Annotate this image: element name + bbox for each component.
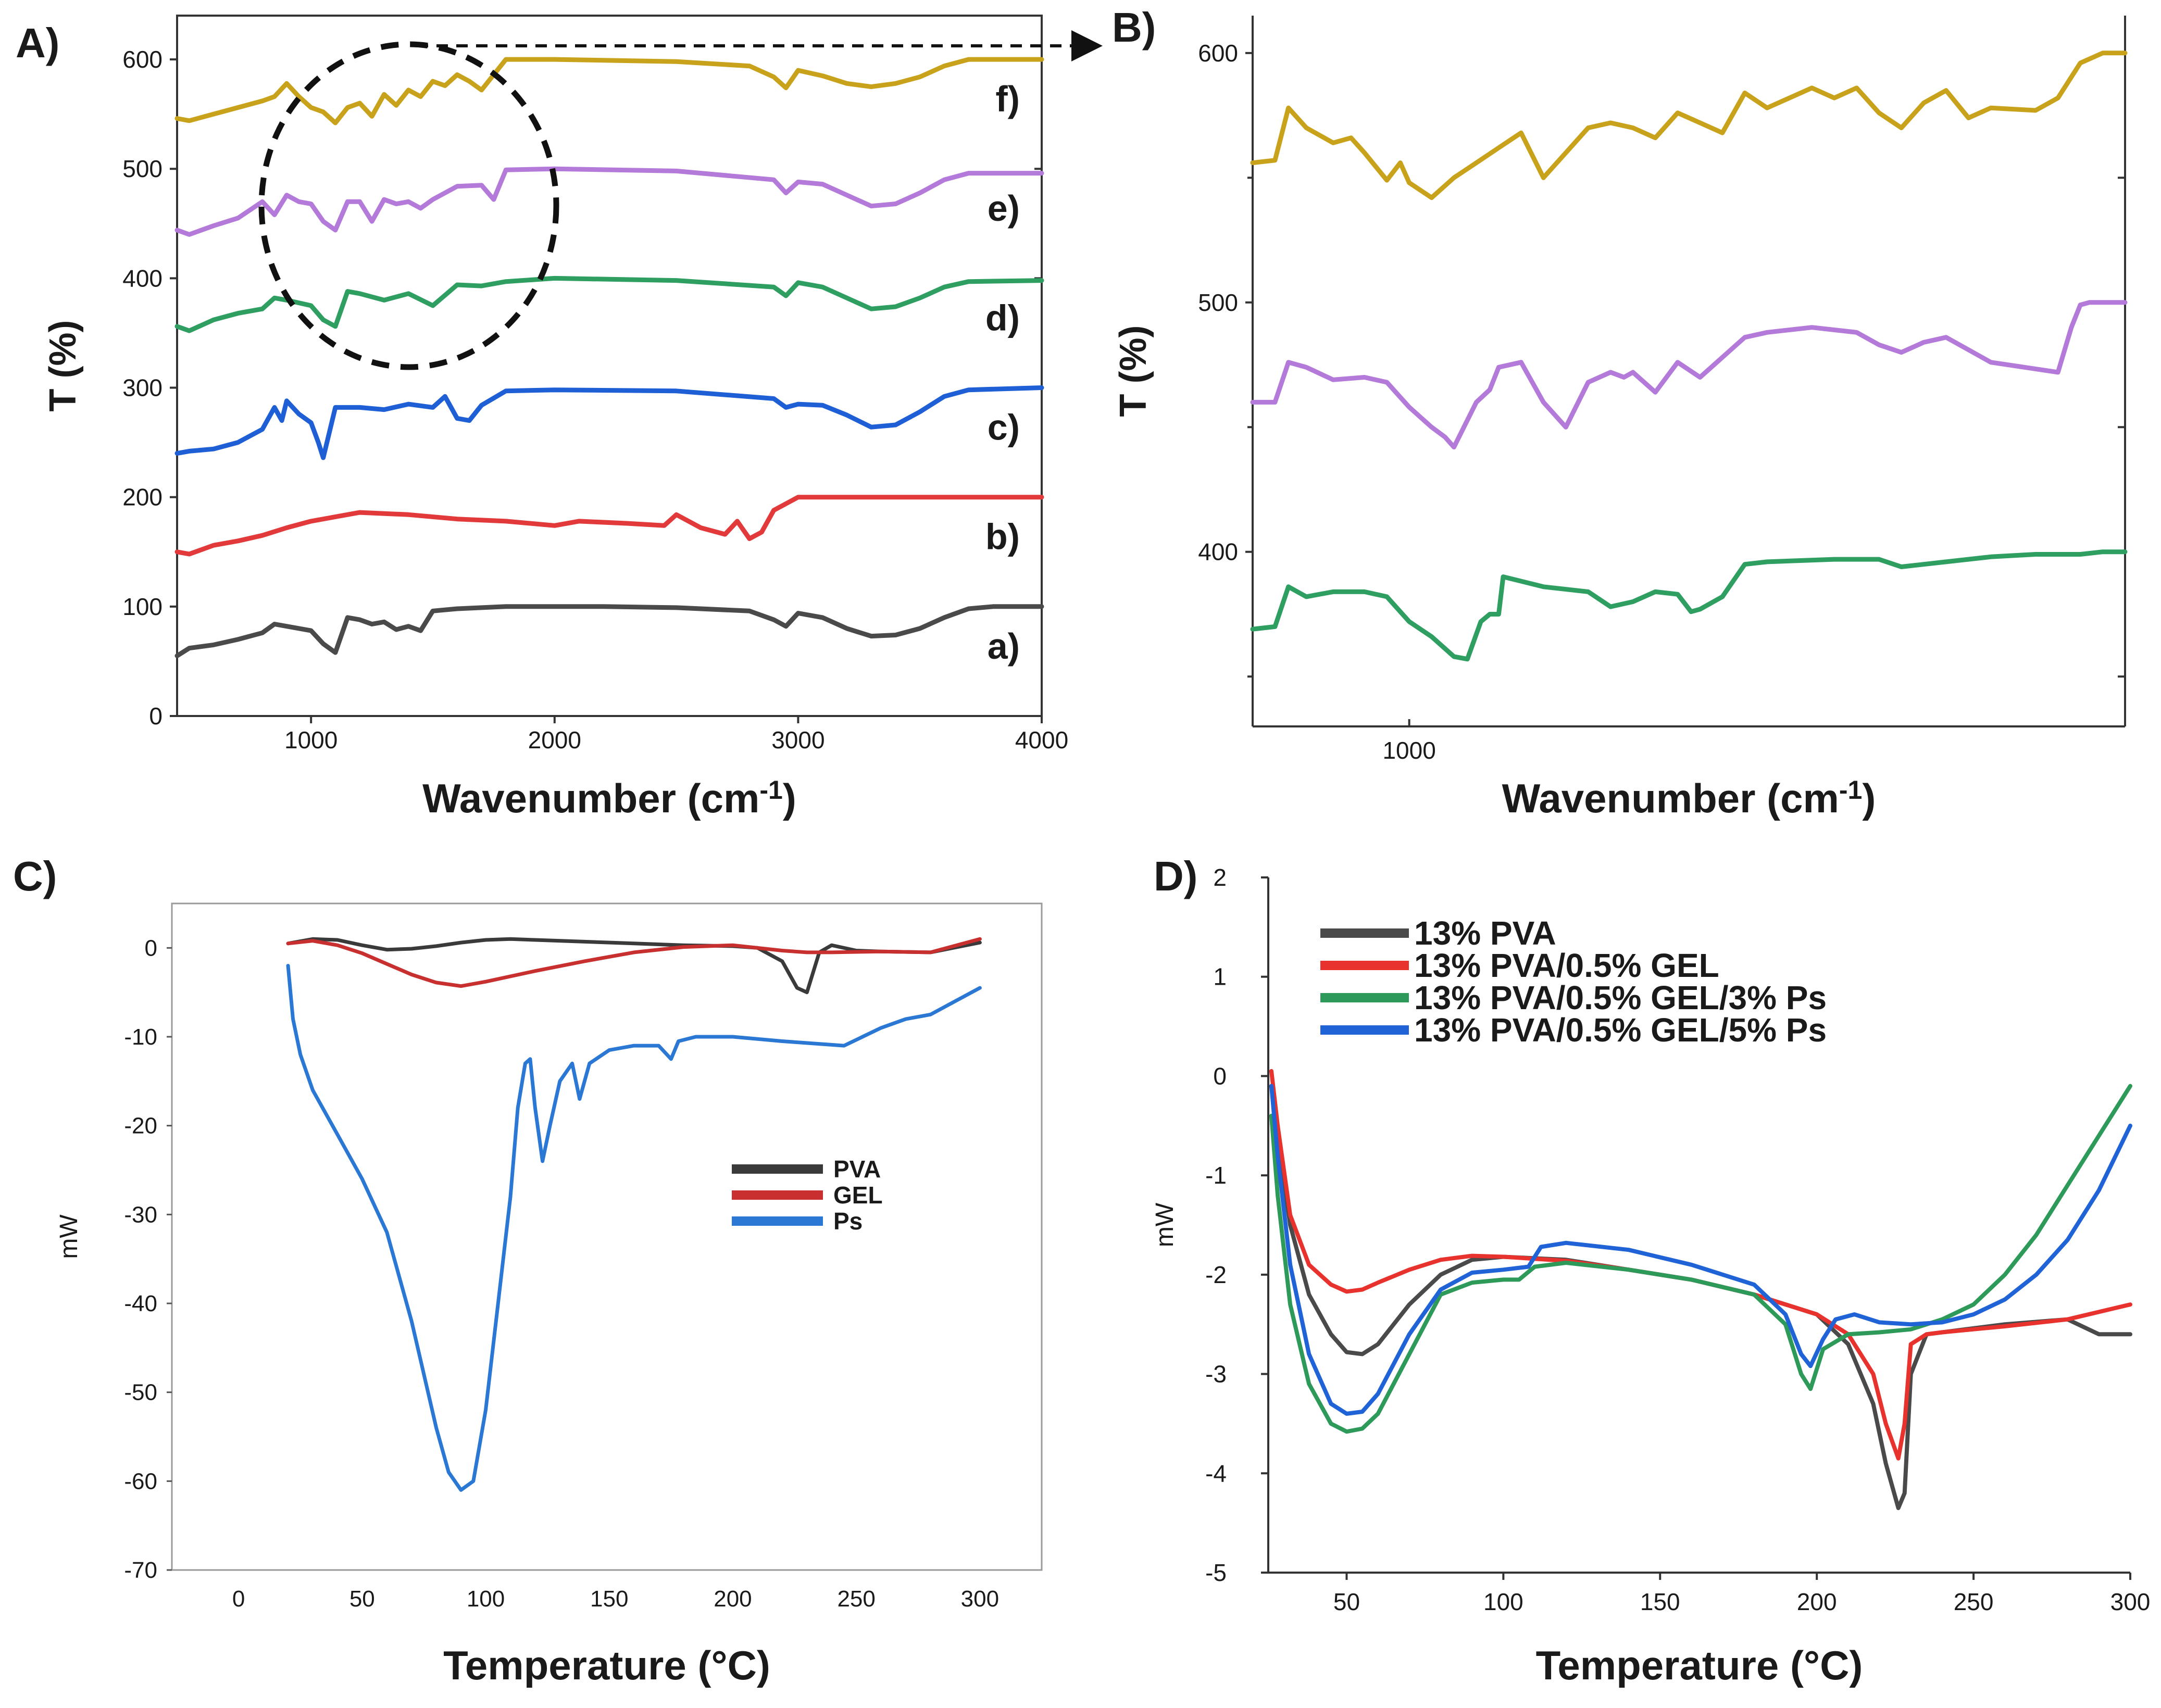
plot-frame bbox=[176, 15, 1043, 717]
series-line-c-0 bbox=[286, 937, 982, 995]
x-tick-label: 50 bbox=[1333, 1588, 1360, 1615]
legend-label: 13% PVA/0.5% GEL/3% Ps bbox=[1414, 979, 1827, 1016]
x-tick-label: 200 bbox=[1797, 1588, 1837, 1615]
y-tick-label: 300 bbox=[122, 374, 163, 401]
y-tick-label: -40 bbox=[124, 1291, 157, 1316]
x-tick-label: 1000 bbox=[284, 726, 338, 753]
legend-label: PVA bbox=[833, 1156, 881, 1183]
y-tick-label: 1 bbox=[1213, 963, 1227, 990]
legend-label: Ps bbox=[833, 1208, 863, 1235]
y-tick-label: 0 bbox=[145, 935, 157, 961]
series-line-d-3 bbox=[1269, 1084, 2132, 1416]
y-tick-label: 200 bbox=[122, 484, 163, 511]
x-axis-label: Temperature (°C) bbox=[443, 1642, 770, 1688]
y-tick-label: -4 bbox=[1205, 1460, 1227, 1487]
series-line-a-1 bbox=[174, 495, 1044, 557]
panel-letter-c: C) bbox=[13, 853, 57, 899]
y-tick-label: -3 bbox=[1205, 1361, 1227, 1388]
x-tick-label: 300 bbox=[961, 1586, 999, 1612]
x-tick-label: 0 bbox=[232, 1586, 245, 1612]
series-line-a-3 bbox=[174, 275, 1044, 333]
x-tick-label: 2000 bbox=[528, 726, 581, 753]
x-tick-label: 150 bbox=[1640, 1588, 1680, 1615]
y-tick-label: 0 bbox=[1213, 1062, 1227, 1089]
y-tick-label: -60 bbox=[124, 1468, 157, 1494]
series-line-a-2 bbox=[174, 385, 1044, 460]
y-tick-label: -50 bbox=[124, 1380, 157, 1405]
x-tick-label: 150 bbox=[590, 1586, 628, 1612]
series-line-a-0 bbox=[174, 604, 1044, 658]
series-line-b-1 bbox=[1250, 300, 2128, 450]
y-axis-label: mW bbox=[55, 1214, 83, 1259]
legend-label: 13% PVA bbox=[1414, 914, 1556, 952]
plot-frame bbox=[171, 902, 1043, 1571]
series-line-d-1 bbox=[1269, 1069, 2132, 1461]
y-tick-label: -10 bbox=[124, 1024, 157, 1050]
series-line-a-4 bbox=[174, 166, 1044, 237]
x-axis-label: Temperature (°C) bbox=[1536, 1642, 1863, 1688]
y-axis-label: T (%) bbox=[42, 320, 84, 412]
panel-a-ftir-chart: 1000 2000 3000 4000 0 100 200 300 400 500 600 a) b) c… bbox=[42, 15, 1068, 821]
series-line-c-2 bbox=[286, 964, 982, 1492]
x-axis-label: Wavenumber (cm-1) bbox=[1502, 775, 1876, 821]
curve-label: c) bbox=[988, 407, 1020, 448]
y-tick-label: -5 bbox=[1205, 1559, 1227, 1586]
y-tick-label: -30 bbox=[124, 1202, 157, 1227]
series-line-b-0 bbox=[1250, 549, 2128, 662]
y-axis-label: T (%) bbox=[1113, 325, 1154, 417]
y-axis-label: mW bbox=[1151, 1202, 1179, 1247]
panel-letter-b: B) bbox=[1112, 4, 1156, 51]
y-tick-label: -70 bbox=[124, 1558, 157, 1583]
legend-label: 13% PVA/0.5% GEL bbox=[1414, 947, 1719, 984]
x-tick-label: 4000 bbox=[1015, 726, 1068, 753]
series-line-c-1 bbox=[286, 937, 982, 988]
x-tick-label: 250 bbox=[837, 1586, 875, 1612]
x-tick-label: 100 bbox=[1483, 1588, 1523, 1615]
series-line-a-5 bbox=[174, 57, 1044, 125]
curve-label: a) bbox=[988, 626, 1020, 667]
y-tick-label: -2 bbox=[1205, 1261, 1227, 1288]
x-tick-label: 200 bbox=[714, 1586, 752, 1612]
panel-letter-a: A) bbox=[16, 20, 59, 66]
y-tick-label: 100 bbox=[122, 593, 163, 620]
annotations bbox=[258, 30, 1103, 370]
y-tick-label: 0 bbox=[149, 702, 163, 730]
panel-b-ftir-zoom-chart: 1000 400 500 600 Wavenumber (cm-1) T (%) bbox=[1113, 16, 2128, 821]
panel-letter-d: D) bbox=[1154, 853, 1197, 899]
zoom-region-circle bbox=[258, 41, 559, 370]
y-tick-label: 400 bbox=[1198, 538, 1238, 566]
y-tick-label: 600 bbox=[1198, 40, 1238, 67]
y-tick-label: 500 bbox=[1198, 289, 1238, 316]
x-tick-label: 300 bbox=[2110, 1588, 2151, 1615]
y-tick-label: 600 bbox=[122, 46, 163, 73]
curve-label: f) bbox=[995, 79, 1020, 119]
legend-label: GEL bbox=[833, 1182, 883, 1209]
series-line-d-2 bbox=[1269, 1084, 2132, 1434]
curve-label: b) bbox=[985, 517, 1020, 557]
x-tick-label: 3000 bbox=[771, 726, 825, 753]
x-axis-label: Wavenumber (cm-1) bbox=[422, 775, 796, 821]
y-tick-label: 500 bbox=[122, 155, 163, 182]
x-tick-label: 1000 bbox=[1382, 737, 1435, 764]
y-tick-label: -20 bbox=[124, 1113, 157, 1139]
x-tick-label: 100 bbox=[467, 1586, 505, 1612]
x-tick-label: 50 bbox=[349, 1586, 375, 1612]
curve-label: d) bbox=[985, 297, 1020, 338]
y-tick-label: 400 bbox=[122, 265, 163, 292]
series-line-d-0 bbox=[1269, 1084, 2132, 1510]
y-tick-label: 2 bbox=[1213, 864, 1227, 891]
x-tick-label: 250 bbox=[1954, 1588, 1994, 1615]
series-line-b-2 bbox=[1250, 51, 2128, 200]
y-tick-label: -1 bbox=[1205, 1162, 1227, 1189]
legend-label: 13% PVA/0.5% GEL/5% Ps bbox=[1414, 1011, 1827, 1049]
curve-label: e) bbox=[988, 188, 1020, 229]
panel-c-dsc-components-chart: 0 50 100 150 200 250 300 0 -10 -20 -30 -40 -50 -60 -70… bbox=[55, 902, 1043, 1688]
